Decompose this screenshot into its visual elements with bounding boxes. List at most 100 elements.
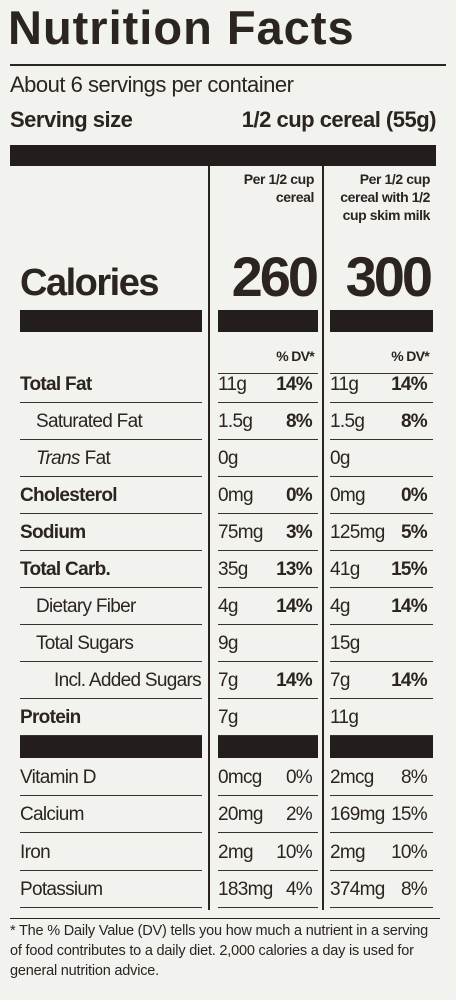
daily-value: 8% <box>400 411 428 432</box>
serving-size-label: Serving size <box>10 107 133 132</box>
dv-header-cell: % DV* <box>218 338 318 374</box>
nutrient-name-cell: Total Carb. <box>20 552 202 588</box>
amount: 2mg <box>218 841 254 863</box>
value-cell: 125mg 5% <box>330 515 433 551</box>
amount: 4g <box>330 596 350 617</box>
daily-value: 3% <box>285 522 313 543</box>
nutrient-name-cell: Trans Fat <box>20 441 202 477</box>
nutrient-name-cell: Total Sugars <box>20 626 202 662</box>
value-cell: 7g 14% <box>330 663 433 699</box>
nutrient-name-cell: Total Fat <box>20 367 202 403</box>
amount: 374mg <box>330 878 385 900</box>
amount: 125mg <box>330 522 385 543</box>
value-cell: 20mg 2% <box>218 797 318 834</box>
amount: 7g <box>218 707 238 728</box>
calories-value: 300 <box>345 245 433 308</box>
column-header: Per 1/2 cup cereal <box>243 171 315 205</box>
amount: 11g <box>330 374 359 395</box>
column-rule <box>208 166 210 910</box>
amount: 35g <box>218 559 248 580</box>
daily-value: 0% <box>285 767 313 788</box>
amount: 0mg <box>218 485 254 506</box>
nutrient-name: Total Carb. <box>20 559 111 580</box>
amount: 169mg <box>330 804 385 826</box>
rule <box>10 64 446 66</box>
nutrient-name-cell: Sodium <box>20 515 202 551</box>
amount: 11g <box>330 707 359 728</box>
amount: 7g <box>330 670 350 691</box>
nutrient-name-cell: Protein <box>20 700 202 736</box>
value-cell: 7g 14% <box>218 663 318 699</box>
daily-value: 14% <box>391 670 428 691</box>
value-cell: 1.5g 8% <box>330 404 433 440</box>
servings: About 6 servings per container <box>10 72 294 97</box>
daily-value: 14% <box>391 596 428 617</box>
nutrient-name-cell: Cholesterol <box>20 478 202 514</box>
amount: 9g <box>218 633 238 654</box>
black-bar <box>218 736 318 758</box>
daily-value: 14% <box>276 596 313 617</box>
amount: 0mcg <box>218 767 262 788</box>
daily-value: 0% <box>400 485 428 506</box>
nutrient-name-cell: Calcium <box>20 797 202 834</box>
daily-value: 10% <box>391 841 428 863</box>
nutrient-name-cell: Iron <box>20 835 202 871</box>
daily-value: 8% <box>285 411 313 432</box>
value-cell: 7g <box>218 700 318 736</box>
amount: 11g <box>218 374 247 395</box>
value-cell: 0mg 0% <box>330 478 433 514</box>
daily-value: 15% <box>391 804 428 826</box>
nutrient-name: Iron <box>20 841 51 863</box>
amount: 1.5g <box>330 411 365 432</box>
daily-value: 14% <box>391 374 428 395</box>
amount: 0g <box>218 448 238 469</box>
value-cell: 374mg 8% <box>330 872 433 908</box>
amount: 7g <box>218 670 238 691</box>
value-cell: 2mcg 8% <box>330 760 433 796</box>
nutrient-name: Vitamin D <box>20 767 96 788</box>
amount: 15g <box>330 633 360 654</box>
value-cell: 4g 14% <box>330 589 433 625</box>
nutrient-name: Fat <box>84 448 111 469</box>
amount: 20mg <box>218 804 263 826</box>
dv-header-cell: % DV* <box>330 338 433 374</box>
nutrient-name-cell: Dietary Fiber <box>20 589 202 625</box>
value-cell: 11g 14% <box>218 367 318 403</box>
nutrient-name: Incl. Added Sugars <box>54 670 202 691</box>
nutrient-name-cell: Vitamin D <box>20 760 202 796</box>
column-header: Per 1/2 cup cereal with 1/2 cup skim mil… <box>340 171 430 223</box>
footnote: * The % Daily Value (DV) tells you how m… <box>10 918 440 981</box>
column-rule <box>322 166 324 910</box>
black-bar <box>20 310 202 332</box>
nutrient-name: Protein <box>20 707 81 728</box>
dv-header: % DV* <box>276 348 314 364</box>
nutrient-name: Dietary Fiber <box>36 596 136 617</box>
daily-value: 10% <box>276 841 313 863</box>
value-cell: 9g <box>218 626 318 662</box>
value-cell: 2mg 10% <box>330 835 433 871</box>
nutrient-name: Sodium <box>20 522 86 543</box>
amount: 183mg <box>218 878 273 900</box>
nutrient-name-cell: Saturated Fat <box>20 404 202 440</box>
value-cell: 0mg 0% <box>218 478 318 514</box>
nutrient-name-cell: Potassium <box>20 872 202 908</box>
nutrient-name-cell: Incl. Added Sugars <box>20 663 202 699</box>
amount: 1.5g <box>218 411 253 432</box>
value-cell: 169mg 15% <box>330 797 433 834</box>
black-bar <box>330 736 433 758</box>
dv-header: % DV* <box>391 348 429 364</box>
daily-value: 2% <box>285 804 313 826</box>
calories-label: Calories <box>20 262 159 304</box>
serving-size-value: 1/2 cup cereal (55g) <box>241 107 437 132</box>
daily-value: 15% <box>391 559 428 580</box>
value-cell: 0g <box>330 441 433 477</box>
amount: 75mg <box>218 522 263 543</box>
daily-value: 8% <box>400 878 428 900</box>
daily-value: 4% <box>285 878 313 900</box>
nutrient-name: Saturated Fat <box>36 411 143 432</box>
amount: 0g <box>330 448 350 469</box>
black-bar <box>218 310 318 332</box>
value-cell: 15g <box>330 626 433 662</box>
title: Nutrition Facts <box>8 1 355 54</box>
